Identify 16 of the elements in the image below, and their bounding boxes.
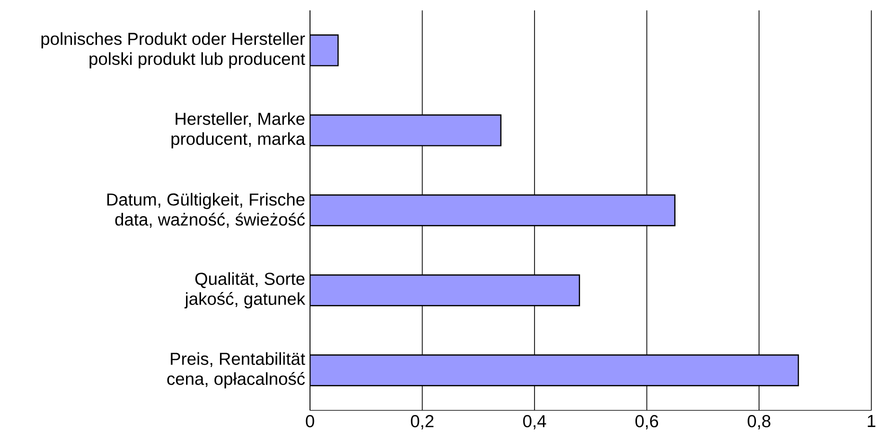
bar [310,354,799,386]
x-tick-label: 0,4 [523,415,546,430]
x-tick-label: 0,8 [748,415,770,430]
y-tick-label: Preis, Rentabilität cena, opłacalność [167,352,306,388]
x-tick-label: 0 [306,415,314,428]
y-tick-label: Hersteller, Marke producent, marka [172,112,306,148]
bar [310,274,580,306]
x-tick-label: 0,6 [635,415,658,430]
x-tick-label: 0,2 [410,415,434,430]
y-tick-label: Datum, Gültigkeit, Frische data, ważność, świeżość [107,192,305,228]
x-tick-label: 1 [868,415,876,427]
y-tick-label: polnisches Produkt oder Hersteller polski produkt lub producent [41,32,306,68]
bar [310,194,676,226]
y-tick-label: Qualität, Sorte jakość, gatunek [184,272,306,308]
bar [310,114,502,146]
bar [310,34,339,66]
